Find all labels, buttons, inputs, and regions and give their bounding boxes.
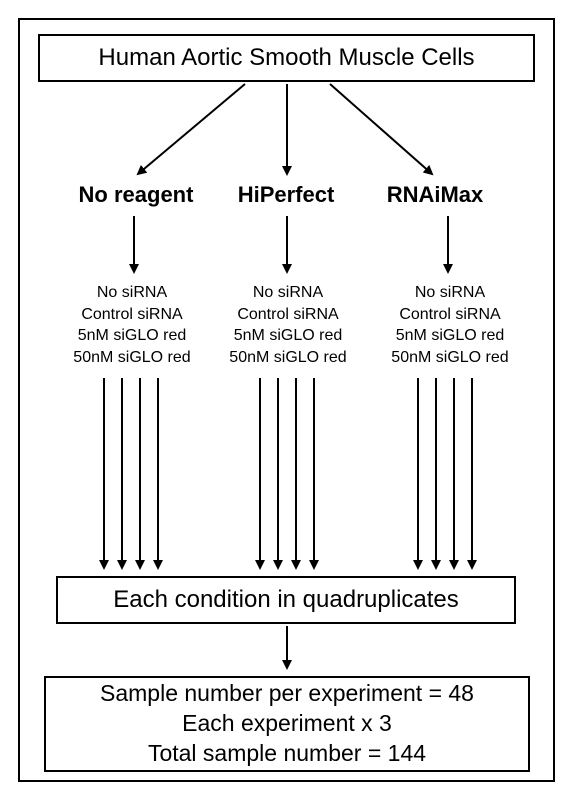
outer-frame <box>18 18 555 782</box>
title-box: Human Aortic Smooth Muscle Cells <box>38 34 535 82</box>
sirna-item: 50nM siGLO red <box>370 347 530 369</box>
label-no-reagent: No reagent <box>56 182 216 208</box>
label-hiperfect: HiPerfect <box>226 182 346 208</box>
sirna-list-3: No siRNA Control siRNA 5nM siGLO red 50n… <box>370 282 530 368</box>
sirna-list-1: No siRNA Control siRNA 5nM siGLO red 50n… <box>52 282 212 368</box>
quad-box: Each condition in quadruplicates <box>56 576 516 624</box>
result-line: Sample number per experiment = 48 <box>100 679 474 709</box>
sirna-item: 50nM siGLO red <box>52 347 212 369</box>
sirna-item: 5nM siGLO red <box>52 325 212 347</box>
sirna-list-2: No siRNA Control siRNA 5nM siGLO red 50n… <box>208 282 368 368</box>
sirna-item: No siRNA <box>370 282 530 304</box>
sirna-item: No siRNA <box>208 282 368 304</box>
sirna-item: No siRNA <box>52 282 212 304</box>
title-text: Human Aortic Smooth Muscle Cells <box>98 44 474 72</box>
label-rnaimax: RNAiMax <box>370 182 500 208</box>
result-line: Total sample number = 144 <box>148 739 426 769</box>
sirna-item: 50nM siGLO red <box>208 347 368 369</box>
result-line: Each experiment x 3 <box>182 709 392 739</box>
sirna-item: 5nM siGLO red <box>370 325 530 347</box>
sirna-item: 5nM siGLO red <box>208 325 368 347</box>
sirna-item: Control siRNA <box>370 304 530 326</box>
result-box: Sample number per experiment = 48 Each e… <box>44 676 530 772</box>
sirna-item: Control siRNA <box>208 304 368 326</box>
sirna-item: Control siRNA <box>52 304 212 326</box>
quad-text: Each condition in quadruplicates <box>113 586 459 614</box>
